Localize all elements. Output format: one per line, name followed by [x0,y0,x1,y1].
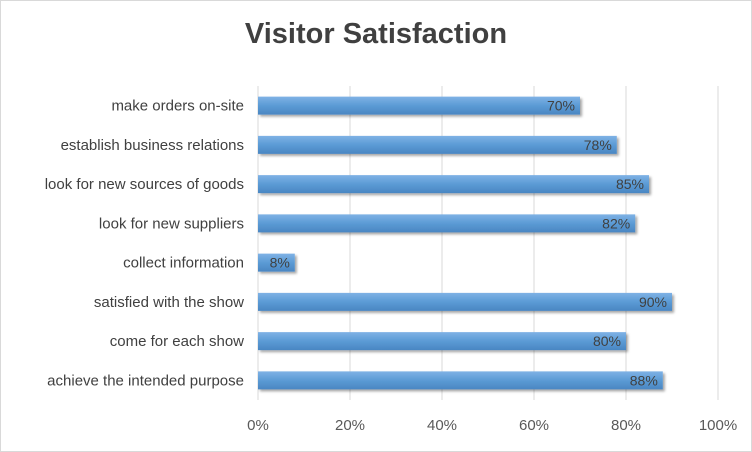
category-label: make orders on-site [111,98,244,115]
category-label: collect information [123,255,244,272]
category-label: look for new sources of goods [45,176,244,193]
labels: 0% 20% 40% 60% 80% 100% make orders on-site 70%… [45,98,737,434]
category-label: come for each show [110,333,244,350]
data-label: 8% [270,255,290,271]
x-tick-label: 100% [699,417,737,434]
x-tick-label: 60% [519,417,549,434]
x-tick-label: 40% [427,417,457,434]
x-tick-label: 80% [611,417,641,434]
bar [258,292,672,311]
data-label: 90% [639,294,667,310]
data-label: 82% [602,215,630,231]
bar [258,175,649,194]
category-label: establish business relations [61,137,244,154]
bar [258,96,580,115]
data-label: 78% [584,137,612,153]
category-label: achieve the intended purpose [47,372,244,389]
bar [258,253,295,272]
bar [258,214,636,233]
data-label: 80% [593,333,621,349]
category-label: look for new suppliers [99,215,244,232]
bar [258,332,626,351]
data-label: 88% [630,372,658,388]
bar [258,135,617,154]
x-tick-label: 0% [247,417,269,434]
bars [258,96,672,390]
gridlines [257,86,719,400]
bar [258,371,663,390]
chart-title: Visitor Satisfaction [244,18,508,50]
category-label: satisfied with the show [94,294,244,311]
x-tick-label: 20% [335,417,365,434]
data-label: 70% [547,98,575,114]
data-label: 85% [616,176,644,192]
